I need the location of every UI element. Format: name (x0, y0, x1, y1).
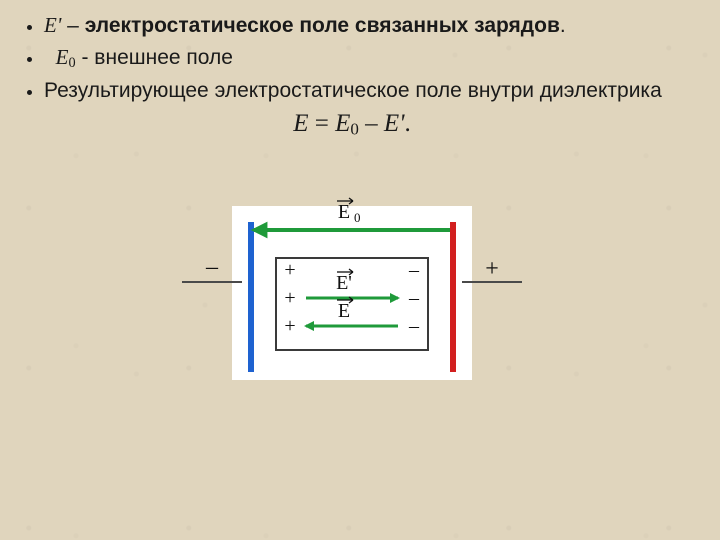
bound-minus: – (408, 287, 420, 309)
bound-plus: + (284, 287, 295, 309)
bullet1-bold: электростатическое поле связанных зарядо… (85, 14, 560, 37)
bullet-item-result: Результирующее электростатическое поле в… (44, 77, 690, 105)
bullet2-text: - внешнее поле (81, 46, 232, 69)
bullet1-period: . (560, 14, 566, 37)
symbol-e0-sub: 0 (69, 55, 76, 71)
label-eprime: E' (336, 269, 353, 294)
field-diagram: –++++–––E0E'E (172, 170, 532, 385)
eq-minus: – (359, 110, 384, 137)
bullet-item-eprime: E' – электростатическое поле связанных з… (44, 12, 690, 40)
diagram-svg: –++++–––E0E'E (172, 170, 532, 380)
bound-plus: + (284, 315, 295, 337)
equation: E = E0 – E'. (14, 110, 690, 140)
svg-text:0: 0 (354, 210, 361, 225)
eq-Eprime: E' (384, 110, 405, 137)
symbol-e-prime: E' (44, 13, 61, 37)
svg-text:E: E (338, 300, 350, 322)
bullet-item-e0: E0 - внешнее поле (44, 44, 690, 73)
outer-minus: – (205, 254, 219, 280)
plate-left (248, 222, 254, 372)
outer-plus: + (485, 256, 499, 282)
eq-period: . (405, 110, 411, 137)
bullet3-text: Результирующее электростатическое поле в… (44, 79, 662, 102)
symbol-e0-main: E (56, 45, 69, 69)
eq-E: E (293, 110, 308, 137)
bound-plus: + (284, 259, 295, 281)
plate-right (450, 222, 456, 372)
bullet1-leadin: – (67, 14, 85, 37)
eq-E0-sub: 0 (350, 120, 359, 139)
label-e0: E0 (337, 198, 361, 225)
svg-text:E: E (338, 201, 350, 223)
bound-minus: – (408, 315, 420, 337)
eq-E0: E (335, 110, 350, 137)
bound-minus: – (408, 259, 420, 281)
bullet-list: E' – электростатическое поле связанных з… (14, 12, 690, 104)
eq-eq: = (309, 110, 336, 137)
